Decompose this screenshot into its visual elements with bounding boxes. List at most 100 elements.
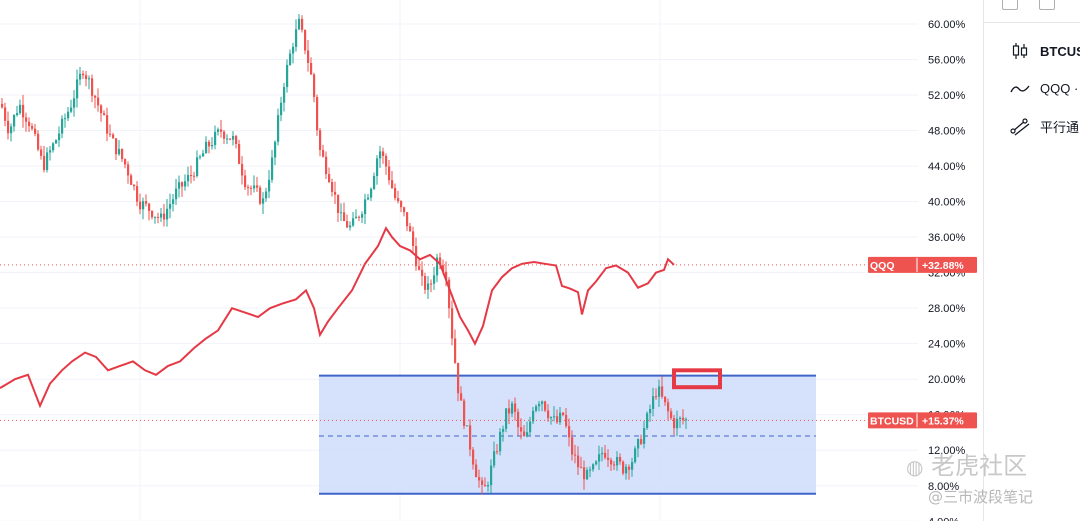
- candle: [574, 444, 577, 464]
- candle-body: [445, 271, 448, 280]
- candle: [487, 481, 490, 492]
- candle: [142, 197, 145, 220]
- candle-body: [316, 97, 319, 131]
- candle: [565, 407, 568, 429]
- candle: [661, 376, 664, 399]
- candle-body: [265, 191, 268, 199]
- candle: [397, 190, 400, 204]
- candle-body: [187, 174, 190, 182]
- candle: [355, 209, 358, 219]
- candle-body: [343, 212, 346, 222]
- candle-body: [121, 148, 124, 160]
- candle: [22, 94, 25, 128]
- candle: [343, 202, 346, 222]
- candle: [640, 434, 643, 446]
- candle: [337, 194, 340, 222]
- candle-body: [586, 470, 589, 480]
- candle-body: [169, 203, 172, 209]
- candle: [109, 124, 112, 137]
- candle-body: [10, 126, 13, 134]
- candle: [148, 202, 151, 221]
- candle: [319, 128, 322, 157]
- candle: [214, 125, 217, 150]
- candle-body: [520, 427, 523, 432]
- candle-body: [301, 18, 304, 30]
- candle: [79, 66, 82, 86]
- candle-body: [424, 276, 427, 290]
- candle-body: [199, 156, 202, 158]
- candle-body: [241, 163, 244, 176]
- candle-body: [337, 194, 340, 213]
- candle: [670, 408, 673, 420]
- y-tick-label: 60.00%: [928, 19, 966, 31]
- candle: [139, 193, 142, 215]
- candle-body: [475, 464, 478, 478]
- candle-body: [529, 421, 532, 433]
- candle-body: [262, 198, 265, 204]
- parallel-channel[interactable]: [319, 368, 816, 495]
- candle-body: [82, 73, 85, 76]
- candle-body: [472, 449, 475, 465]
- object-item-qqq[interactable]: QQQ ·: [1010, 79, 1078, 97]
- candle-body: [163, 213, 166, 220]
- candle-body: [160, 213, 163, 218]
- channel-fill: [319, 375, 816, 494]
- candle-body: [664, 396, 667, 403]
- copy-icon[interactable]: [1002, 0, 1018, 10]
- candle-body: [118, 148, 121, 155]
- candle: [106, 107, 109, 142]
- candle-body: [250, 187, 253, 189]
- candle-body: [295, 29, 298, 47]
- candle-body: [253, 185, 256, 189]
- candle-body: [136, 186, 139, 202]
- y-tick-label: 28.00%: [928, 303, 966, 315]
- candle-body: [403, 207, 406, 213]
- candle-body: [73, 98, 76, 108]
- candle-body: [142, 201, 145, 210]
- candle-body: [499, 431, 502, 452]
- candle-body: [358, 216, 361, 218]
- candle: [253, 175, 256, 193]
- candle: [685, 417, 688, 430]
- candle: [217, 127, 220, 136]
- candle-body: [484, 484, 487, 487]
- candle-body: [535, 406, 538, 411]
- candle: [589, 466, 592, 478]
- candle: [430, 279, 433, 293]
- price-chart[interactable]: 60.00% 56.00% 52.00% 48.00% 44.00% 40.00% 36.0…: [0, 0, 980, 521]
- candle-body: [103, 113, 106, 116]
- candle-body: [526, 432, 529, 437]
- object-tree-panel: BTCUS QQQ · 平行通: [983, 0, 1080, 521]
- candle-body: [427, 283, 430, 290]
- candle-body: [370, 188, 373, 198]
- candle-body: [439, 257, 442, 266]
- candle: [265, 187, 268, 202]
- candle: [232, 131, 235, 146]
- candle: [559, 407, 562, 425]
- candle-body: [223, 131, 226, 139]
- candle: [160, 207, 163, 223]
- candle-body: [622, 461, 625, 474]
- candle: [652, 387, 655, 417]
- candle-body: [388, 166, 391, 181]
- candle: [370, 187, 373, 202]
- candle-body: [61, 118, 64, 134]
- candle: [67, 107, 70, 122]
- object-item-channel[interactable]: 平行通: [1010, 117, 1079, 136]
- candle: [241, 156, 244, 185]
- candle-body: [400, 201, 403, 208]
- candle-body: [196, 157, 199, 177]
- candle-body: [235, 136, 238, 144]
- candle: [544, 400, 547, 413]
- object-item-btcusd[interactable]: BTCUS: [1010, 42, 1080, 60]
- candle-body: [382, 151, 385, 157]
- candle-body: [145, 201, 148, 204]
- candle: [547, 404, 550, 422]
- candle-body: [319, 130, 322, 150]
- duplicate-icon[interactable]: [1039, 0, 1055, 10]
- y-tick-label: 8.00%: [928, 481, 959, 493]
- y-tick-label: 36.00%: [928, 232, 966, 244]
- logo-watermark: ◍ 老虎社区: [906, 446, 1027, 481]
- candle-body: [571, 437, 574, 455]
- candle: [682, 409, 685, 425]
